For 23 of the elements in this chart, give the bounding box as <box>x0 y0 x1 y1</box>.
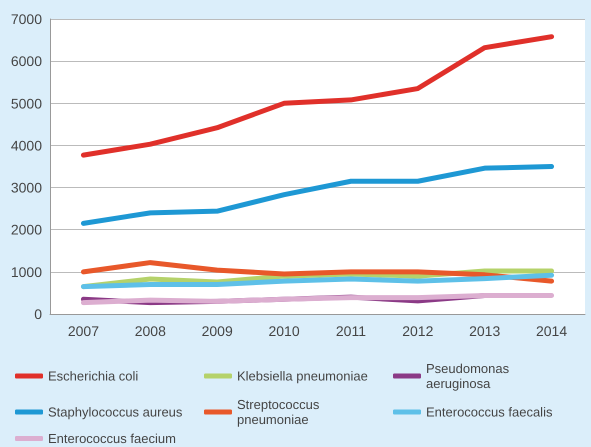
y-tick-label: 5000 <box>10 95 42 112</box>
x-tick-label: 2014 <box>536 323 568 339</box>
x-tick-label: 2009 <box>202 323 233 339</box>
x-tick-label: 2008 <box>134 323 166 339</box>
y-tick-label: 7000 <box>10 11 42 27</box>
legend-label: Klebsiella pneumoniae <box>237 368 368 384</box>
legend-label: Enterococcus faecium <box>48 431 176 446</box>
legend-label: Enterococcus faecalis <box>426 404 553 420</box>
x-tick-label: 2007 <box>68 323 100 339</box>
x-tick-label: 2011 <box>336 323 366 339</box>
y-tick-label: 1000 <box>10 264 42 280</box>
legend-label: Escherichia coli <box>48 368 138 384</box>
y-tick-label: 3000 <box>10 180 42 196</box>
y-tick-label: 6000 <box>10 53 42 70</box>
x-tick-label: 2012 <box>402 323 434 339</box>
y-tick-label: 2000 <box>10 222 42 238</box>
x-tick-label: 2010 <box>268 323 300 339</box>
x-tick-label: 2013 <box>469 323 500 339</box>
y-tick-label: 4000 <box>10 137 42 154</box>
y-tick-label: 0 <box>34 306 42 322</box>
legend-label: Streptococcus pneumoniae <box>237 397 323 427</box>
legend-label: Pseudomonas aeruginosa <box>426 361 513 391</box>
legend-label: Staphylococcus aureus <box>48 404 183 420</box>
